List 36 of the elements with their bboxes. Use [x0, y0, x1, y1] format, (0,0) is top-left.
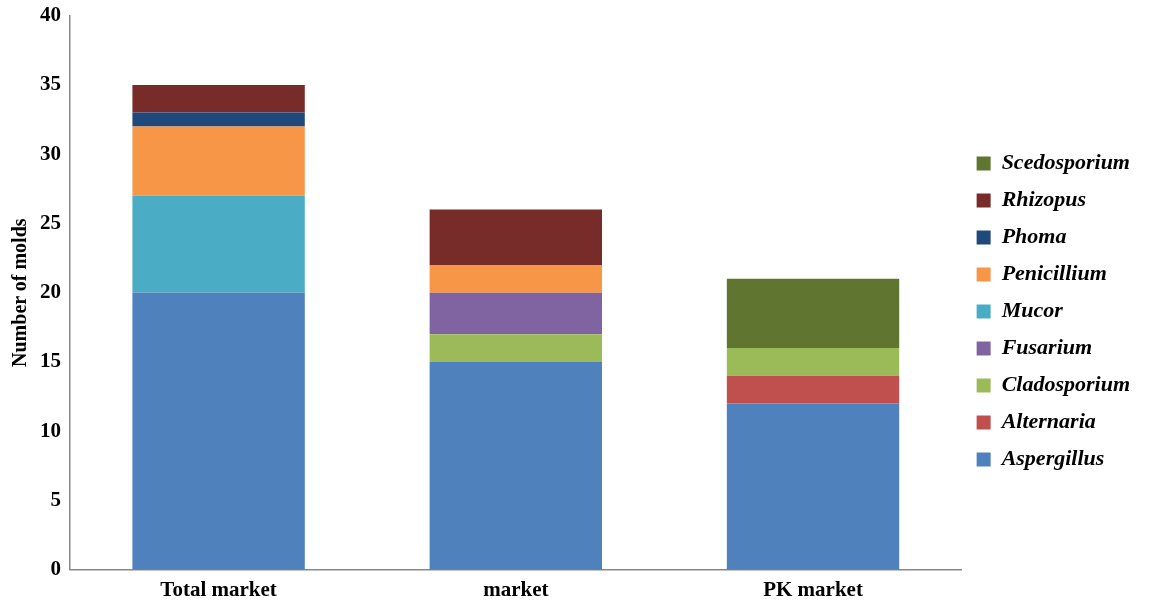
- y-tick-label: 40: [40, 2, 61, 27]
- x-tick-label: PK market: [763, 576, 863, 601]
- bar: [132, 84, 305, 113]
- bar: [726, 403, 900, 570]
- legend-label: Rhizopus: [1000, 186, 1087, 212]
- y-tick-label: 0: [50, 556, 61, 581]
- bar: [429, 361, 603, 570]
- bar: [132, 292, 305, 570]
- bar: [429, 209, 603, 265]
- legend-label: Aspergillus: [999, 445, 1105, 471]
- legend-label: Phoma: [1000, 223, 1067, 249]
- y-tick-label: 35: [40, 71, 61, 96]
- bar: [429, 264, 603, 293]
- bar: [726, 278, 900, 349]
- x-tick-label: market: [483, 576, 549, 601]
- y-tick-label: 10: [40, 417, 61, 442]
- y-tick-label: 15: [40, 348, 61, 373]
- y-axis-title: Number of molds: [8, 218, 31, 367]
- bar: [132, 112, 305, 127]
- legend-label: Fusarium: [1000, 334, 1093, 360]
- legend-label: Alternaria: [999, 408, 1096, 434]
- bar: [726, 348, 900, 376]
- bar: [429, 334, 603, 362]
- y-tick-label: 20: [40, 279, 61, 304]
- y-tick-label: 5: [50, 486, 61, 511]
- legend-label: Mucor: [1000, 297, 1064, 323]
- bar: [132, 126, 305, 196]
- bar: [132, 195, 305, 293]
- bar: [429, 292, 603, 335]
- legend-label: Cladosporium: [1001, 371, 1131, 397]
- legend-label: Scedosporium: [1001, 149, 1130, 175]
- bar: [726, 375, 900, 404]
- x-tick-label: Total market: [160, 576, 277, 601]
- y-tick-label: 25: [40, 209, 61, 234]
- legend-label: Penicillium: [1000, 260, 1107, 286]
- y-tick-label: 30: [40, 140, 61, 165]
